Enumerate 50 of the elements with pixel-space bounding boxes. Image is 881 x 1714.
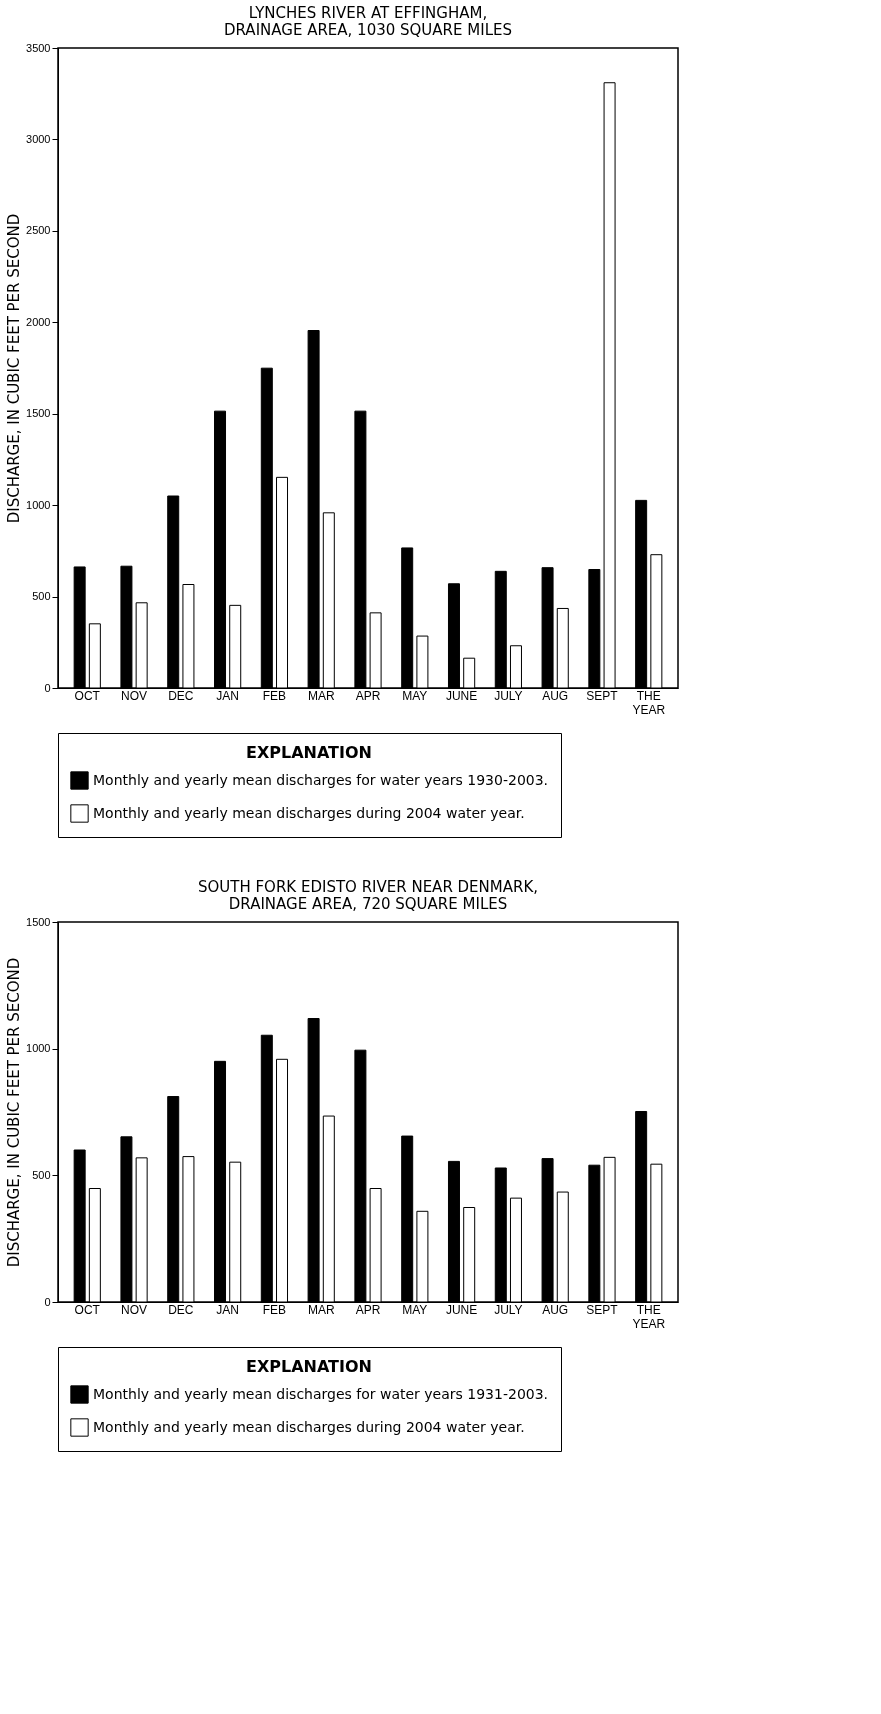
y-tick-label: 1500 [26,407,51,420]
x-tick-label: SEPT [586,688,619,703]
x-tick-label: DEC [168,688,194,703]
x-tick-label: NOV [121,688,148,703]
x-tick-label: AUG [542,688,569,703]
x-tick-label: FEB [262,688,287,703]
x-tick-label: FEB [262,1302,287,1317]
legend-label: Monthly and yearly mean discharges during 2004 water year. [93,1418,525,1435]
x-tick-label: JULY [494,688,523,703]
y-tick-label: 1500 [26,915,51,928]
x-tick-label: JUNE [445,688,478,703]
legend-label: Monthly and yearly mean discharges for water years 1930-2003. [93,771,549,788]
y-tick-label: 1000 [26,498,51,511]
x-tick-label: JAN [216,688,239,703]
legend-label: Monthly and yearly mean discharges for water years 1931-2003. [93,1385,549,1402]
text: DRAINAGE AREA, 1030 SQUARE MILES [224,21,512,39]
legend-label: Monthly and yearly mean discharges during 2004 water year. [93,804,525,821]
y-tick-label: 500 [32,1168,51,1181]
x-tick-label: THE YEAR [632,688,666,717]
y-tick-label: 2500 [26,224,51,237]
x-tick-label: MAY [402,688,428,703]
y-tick-label: 0 [44,681,51,694]
x-tick-label: OCT [74,688,101,703]
x-tick-label: JUNE [445,1302,478,1317]
x-tick-label: SEPT [586,1302,619,1317]
legend-title: EXPLANATION [246,1357,372,1376]
y-tick-label: 500 [32,590,51,603]
x-tick-label: THE YEAR [632,1302,666,1331]
y-tick-label: 3500 [26,41,51,54]
y-tick-label: 1000 [26,1042,51,1055]
x-tick-label: DEC [168,1302,194,1317]
text: LYNCHES RIVER AT EFFINGHAM, [248,4,488,22]
x-tick-label: NOV [121,1302,148,1317]
y-axis-title: DISCHARGE, IN CUBIC FEET PER SECOND [5,957,24,1268]
x-tick-label: OCT [74,1302,101,1317]
x-tick-label: JAN [216,1302,239,1317]
x-tick-label: MAR [307,688,335,703]
y-tick-label: 3000 [26,132,51,145]
y-axis-title: DISCHARGE, IN CUBIC FEET PER SECOND [5,213,24,524]
x-tick-label: AUG [542,1302,569,1317]
y-tick-label: 0 [44,1295,51,1308]
x-tick-label: JULY [494,1302,523,1317]
x-tick-label: APR [355,1302,381,1317]
x-tick-label: APR [355,688,381,703]
y-tick-label: 2000 [26,315,51,328]
text: DRAINAGE AREA, 720 SQUARE MILES [228,895,508,913]
x-tick-label: MAR [307,1302,335,1317]
text: SOUTH FORK EDISTO RIVER NEAR DENMARK, [197,878,539,896]
legend-title: EXPLANATION [246,743,372,762]
x-tick-label: MAY [402,1302,428,1317]
